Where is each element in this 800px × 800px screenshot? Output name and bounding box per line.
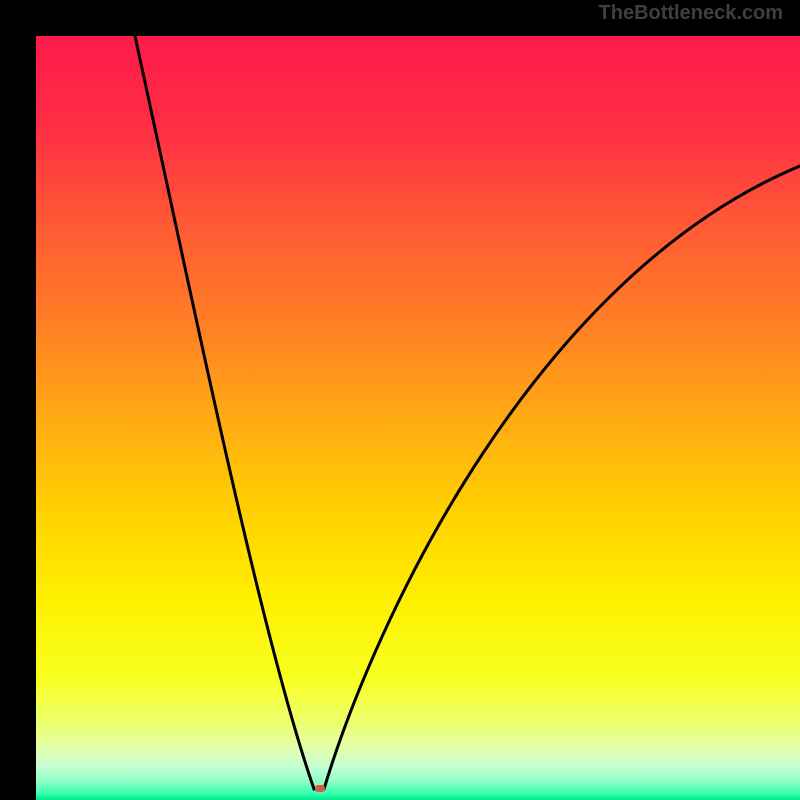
minimum-marker xyxy=(315,785,325,792)
bottleneck-curve xyxy=(36,36,800,800)
plot-area xyxy=(36,36,800,800)
watermark-text: TheBottleneck.com xyxy=(599,2,783,25)
chart-frame xyxy=(0,0,800,800)
